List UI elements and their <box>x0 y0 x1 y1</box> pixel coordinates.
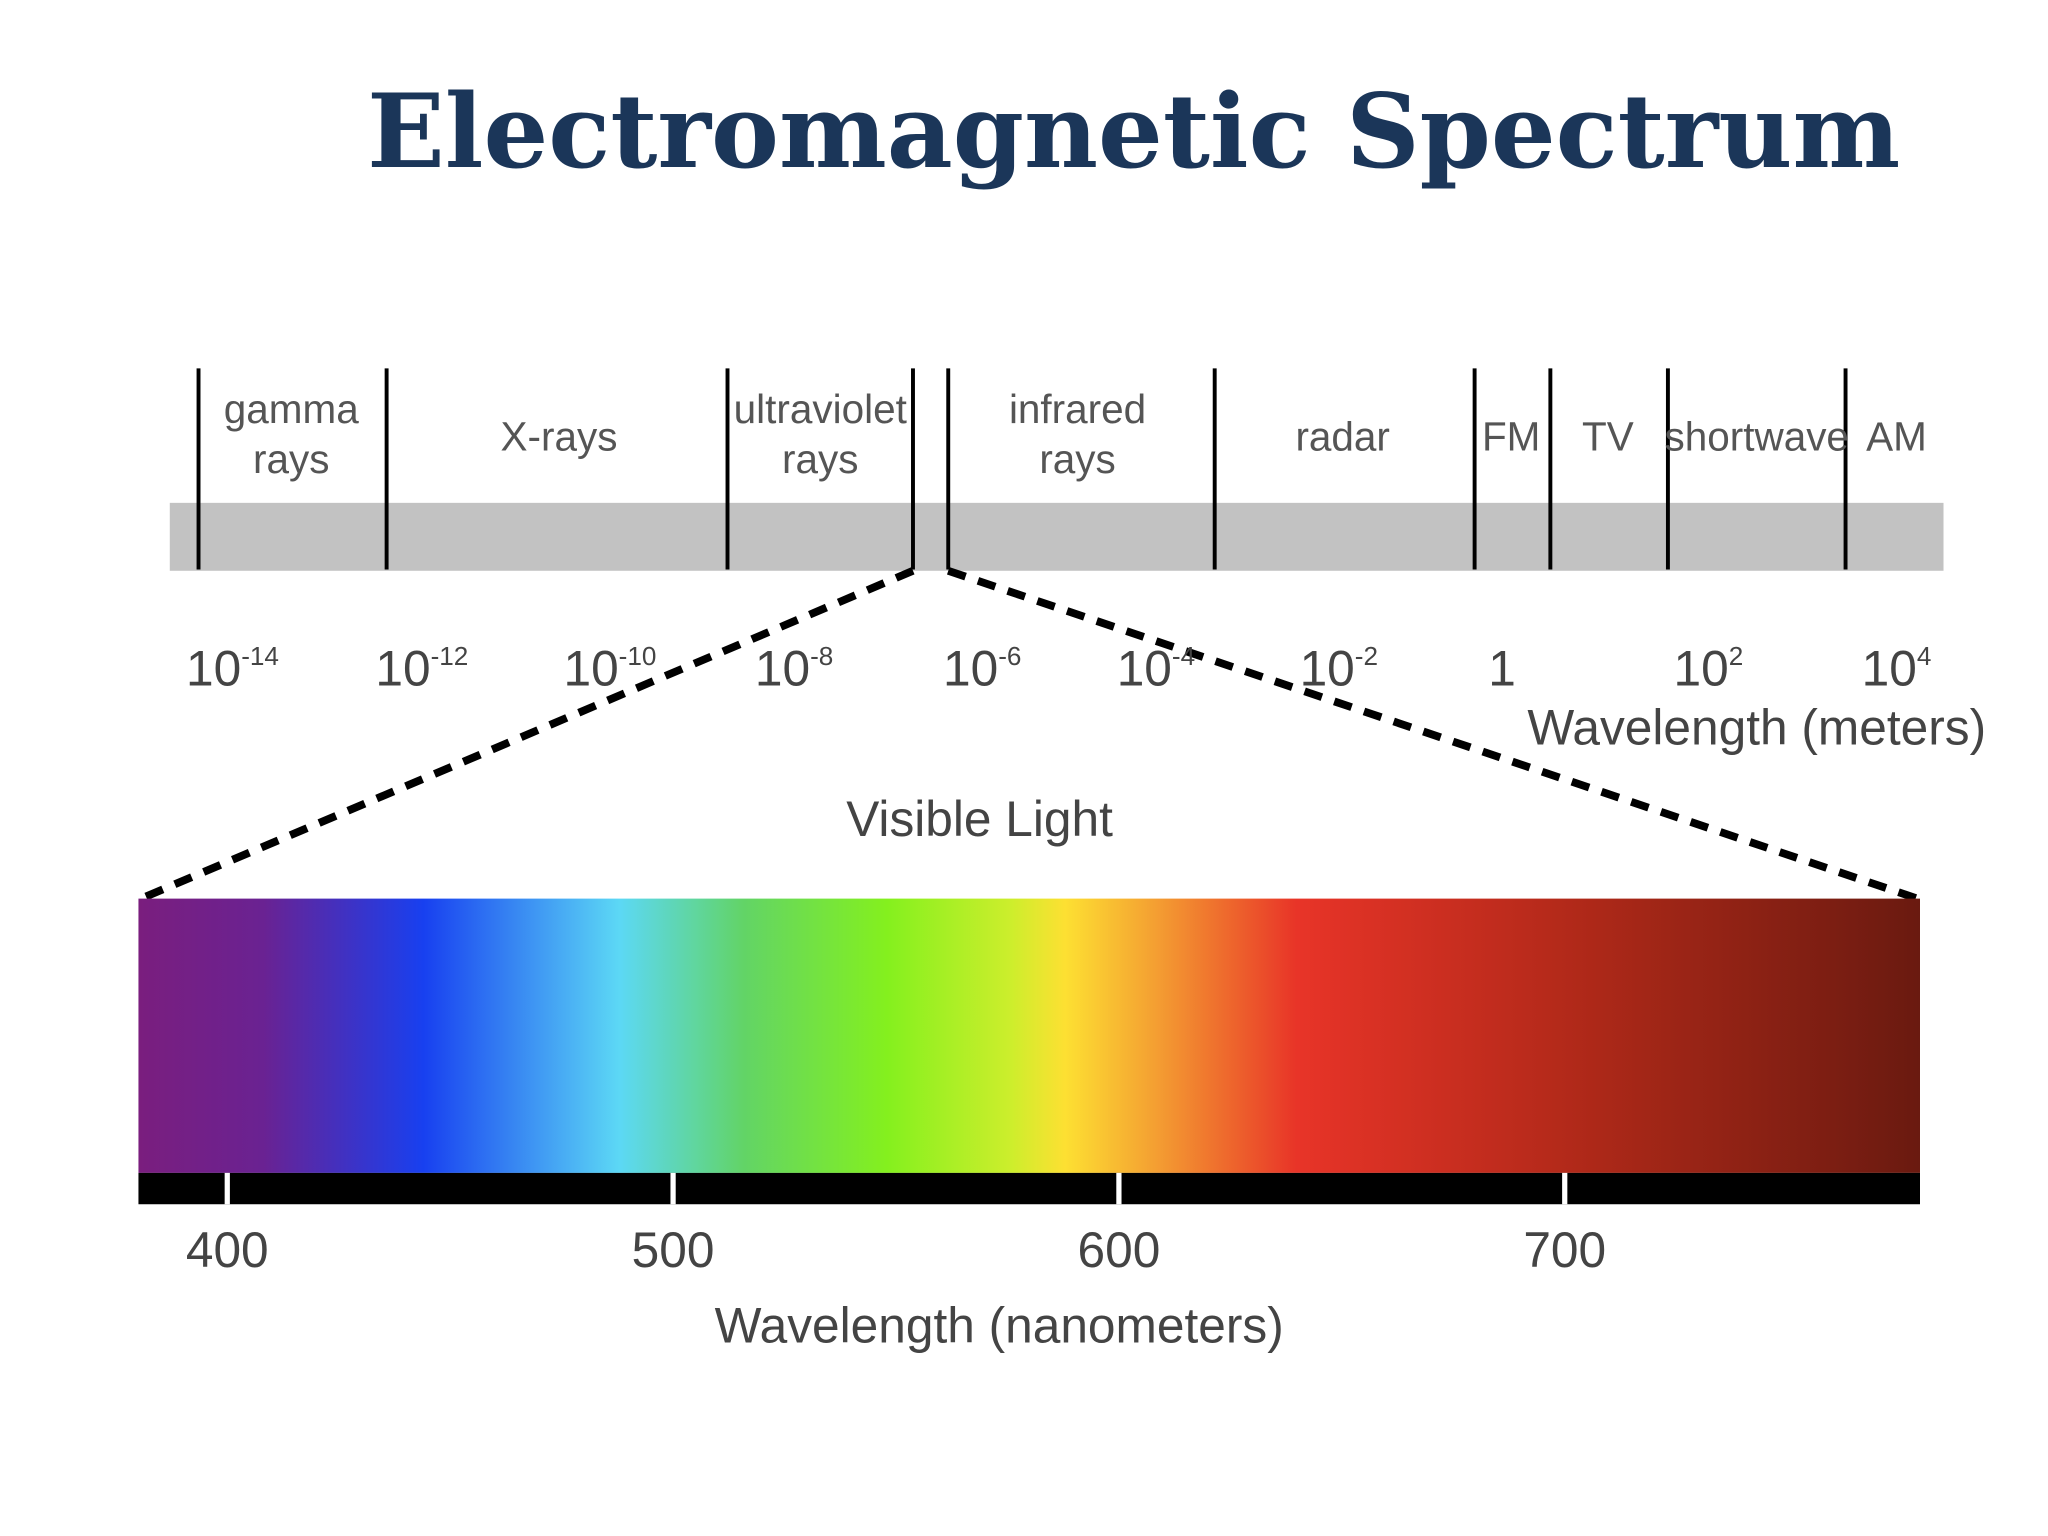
band-label: FM <box>1482 414 1540 460</box>
nm-axis-bar <box>138 1172 1920 1205</box>
axis-label: Wavelength (nanometers) <box>715 1298 1284 1354</box>
tick-exponent: -8 <box>810 641 833 671</box>
meter-tick-label: 10-6 <box>943 641 1021 697</box>
tick-base: 10 <box>563 641 618 697</box>
band-label: X-rays <box>501 414 618 460</box>
nm-tick-label: 600 <box>1078 1222 1161 1278</box>
tick-exponent: -12 <box>431 641 469 671</box>
band-label: TV <box>1582 414 1634 460</box>
tick-exponent: -2 <box>1355 641 1378 671</box>
meter-tick-label: 10-8 <box>755 641 833 697</box>
title: Electromagnetic Spectrum <box>367 72 1900 192</box>
spectrum-bar <box>169 502 1944 571</box>
band-label: radar <box>1295 414 1389 460</box>
meter-tick-label: 10-2 <box>1300 641 1378 697</box>
meter-tick-label: 1 <box>1488 641 1516 697</box>
tick-exponent: -6 <box>998 641 1021 671</box>
meter-tick-label: 10-12 <box>375 641 468 697</box>
tick-exponent: 2 <box>1729 641 1744 671</box>
band-label: rays <box>253 436 329 482</box>
band-label: rays <box>1039 436 1115 482</box>
tick-exponent: 4 <box>1917 641 1932 671</box>
zoom-line <box>139 567 915 903</box>
meter-tick-label: 102 <box>1674 641 1744 697</box>
meter-tick-label: 10-4 <box>1117 641 1195 697</box>
tick-base: 10 <box>755 641 810 697</box>
tick-base: 10 <box>1300 641 1355 697</box>
tick-exponent: -14 <box>241 641 279 671</box>
tick-base: 10 <box>375 641 430 697</box>
band-label: gamma <box>224 386 359 432</box>
nm-tick-label: 500 <box>632 1222 715 1278</box>
meter-tick-label: 10-10 <box>563 641 656 697</box>
band-label: shortwave <box>1665 414 1849 460</box>
visible-spectrum <box>138 898 1920 1173</box>
band-label: ultraviolet <box>734 386 907 432</box>
tick-base: 10 <box>943 641 998 697</box>
zoom-line <box>946 567 1919 903</box>
meter-tick-label: 10-14 <box>186 641 279 697</box>
tick-exponent: -10 <box>619 641 657 671</box>
tick-base: 10 <box>1117 641 1172 697</box>
band-label: infrared <box>1009 386 1146 432</box>
tick-exponent: -4 <box>1172 641 1195 671</box>
tick-base: 10 <box>1674 641 1729 697</box>
tick-base: 10 <box>1862 641 1917 697</box>
band-label: AM <box>1866 414 1927 460</box>
visible-label: Visible Light <box>846 791 1113 847</box>
tick-base: 10 <box>186 641 241 697</box>
meter-tick-label: 104 <box>1862 641 1932 697</box>
axis-label: Wavelength (meters) <box>1527 699 1986 755</box>
band-label: rays <box>782 436 858 482</box>
tick-base: 1 <box>1488 641 1516 697</box>
nm-tick-label: 700 <box>1523 1222 1606 1278</box>
nm-tick-label: 400 <box>186 1222 269 1278</box>
